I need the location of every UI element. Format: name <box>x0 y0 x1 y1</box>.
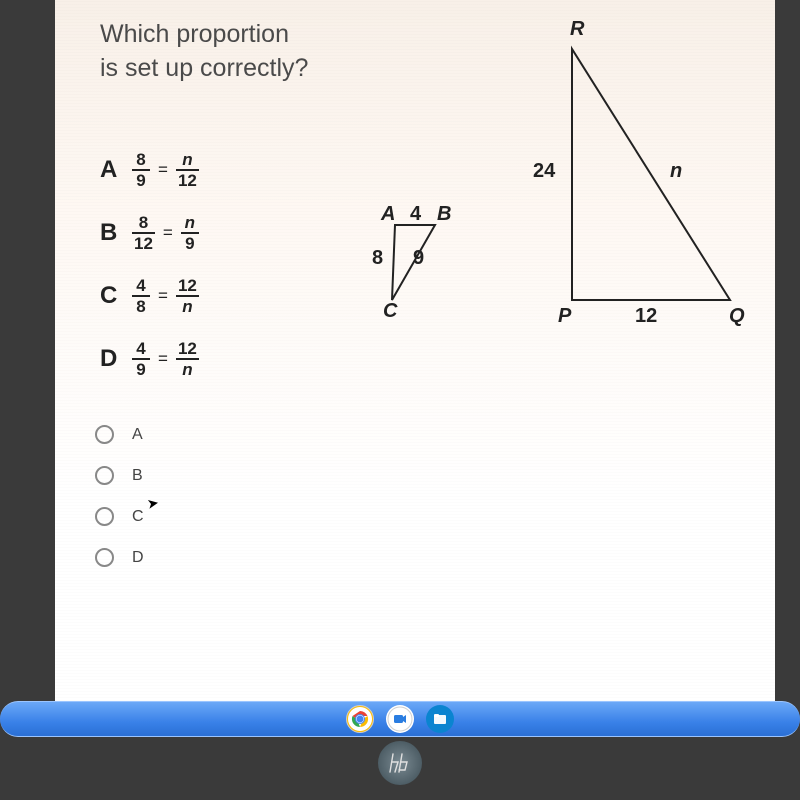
side-bc: 9 <box>413 247 424 270</box>
side-rp: 24 <box>533 160 555 183</box>
radio-circle-icon <box>95 507 114 526</box>
option-equation: 89 = n12 <box>132 151 199 189</box>
radio-label: C <box>132 508 144 526</box>
question-line-1: Which proportion <box>100 18 350 52</box>
option-equation: 812 = n9 <box>132 214 199 252</box>
vertex-p: P <box>558 305 571 328</box>
radio-a[interactable]: A <box>95 425 144 444</box>
option-letter: B <box>100 219 132 247</box>
radio-group: A B C D <box>95 425 144 589</box>
side-ac: 8 <box>372 247 383 270</box>
option-equation: 48 = 12n <box>132 277 199 315</box>
radio-d[interactable]: D <box>95 548 144 567</box>
option-equation: 49 = 12n <box>132 340 199 378</box>
files-app-icon[interactable] <box>426 705 454 733</box>
question-line-2: is set up correctly? <box>100 52 350 86</box>
question-text: Which proportion is set up correctly? <box>100 18 350 86</box>
option-b: B 812 = n9 <box>100 213 199 253</box>
cursor-icon: ➤ <box>146 494 161 513</box>
option-a: A 89 = n12 <box>100 150 199 190</box>
option-c: C 48 = 12n <box>100 276 199 316</box>
side-pq: 12 <box>635 305 657 328</box>
option-letter: D <box>100 345 132 373</box>
vertex-a: A <box>381 203 395 226</box>
video-app-icon[interactable] <box>386 705 414 733</box>
radio-circle-icon <box>95 548 114 567</box>
question-card: Which proportion is set up correctly? A … <box>55 0 775 710</box>
chrome-icon[interactable] <box>346 705 374 733</box>
vertex-b: B <box>437 203 451 226</box>
radio-circle-icon <box>95 425 114 444</box>
side-ab: 4 <box>410 203 421 226</box>
radio-circle-icon <box>95 466 114 485</box>
radio-b[interactable]: B <box>95 466 144 485</box>
answer-options: A 89 = n12 B 812 = n9 C 48 = 12n ➤ <box>100 150 199 402</box>
large-triangle-figure: R 24 n P 12 Q <box>525 15 755 340</box>
option-letter: A <box>100 156 132 184</box>
vertex-r: R <box>570 18 584 41</box>
side-rq: n <box>670 160 682 183</box>
radio-c[interactable]: C <box>95 507 144 526</box>
option-d: D 49 = 12n <box>100 339 199 379</box>
radio-label: D <box>132 549 144 567</box>
hp-logo <box>378 741 422 785</box>
vertex-q: Q <box>729 305 745 328</box>
radio-label: B <box>132 467 143 485</box>
chromeos-shelf <box>0 701 800 737</box>
option-letter: C <box>100 282 132 310</box>
vertex-c: C <box>383 300 397 323</box>
radio-label: A <box>132 426 143 444</box>
small-triangle-figure: A 4 B 8 9 C <box>365 205 485 330</box>
